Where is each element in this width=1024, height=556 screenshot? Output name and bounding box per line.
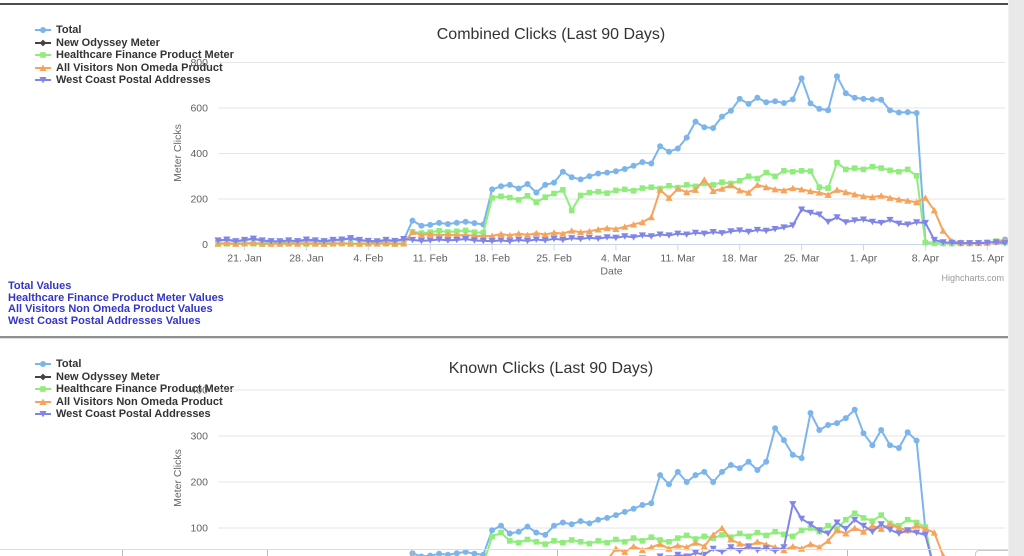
svg-text:300: 300 (190, 431, 208, 443)
svg-text:Meter Clicks: Meter Clicks (172, 124, 184, 182)
svg-text:Meter Clicks: Meter Clicks (172, 449, 184, 507)
value-links: Total Values Healthcare Finance Product … (8, 280, 224, 327)
svg-text:4. Mar: 4. Mar (601, 253, 631, 265)
legend-item-all-visitors-non-omeda-product[interactable]: All Visitors Non Omeda Product (35, 62, 234, 75)
svg-text:18. Mar: 18. Mar (722, 253, 758, 265)
diamond-marker-icon (35, 39, 51, 47)
circle-marker-icon (35, 27, 51, 34)
table-column-divider (412, 550, 413, 556)
svg-text:200: 200 (190, 194, 208, 206)
svg-text:18. Feb: 18. Feb (474, 253, 510, 265)
diamond-marker-icon (35, 373, 51, 381)
legend-label: Healthcare Finance Product Meter (56, 49, 234, 62)
svg-text:25. Mar: 25. Mar (784, 253, 820, 265)
table-column-divider (557, 550, 558, 556)
svg-text:11. Mar: 11. Mar (660, 253, 695, 265)
section-divider (0, 336, 1015, 338)
svg-text:21. Jan: 21. Jan (227, 253, 262, 265)
legend-item-healthcare-finance-product-meter[interactable]: Healthcare Finance Product Meter (35, 383, 234, 396)
triangle-marker-icon (35, 64, 51, 71)
svg-text:Date: Date (600, 266, 622, 278)
triangle-down-marker-icon (35, 77, 51, 84)
legend-item-west-coast-postal-addresses[interactable]: West Coast Postal Addresses (35, 408, 234, 421)
legend-item-healthcare-finance-product-meter[interactable]: Healthcare Finance Product Meter (35, 49, 234, 62)
legend-item-total[interactable]: Total (35, 24, 234, 37)
all-visitors-values-link[interactable]: All Visitors Non Omeda Product Values (8, 303, 213, 316)
total-values-link[interactable]: Total Values (8, 280, 72, 292)
circle-marker-icon (35, 361, 51, 368)
square-marker-icon (35, 386, 51, 393)
svg-text:25. Feb: 25. Feb (536, 253, 572, 265)
legend-label: West Coast Postal Addresses (56, 408, 211, 421)
combined-clicks-title: Combined Clicks (Last 90 Days) (436, 26, 666, 43)
svg-text:200: 200 (190, 477, 208, 489)
svg-text:1. Apr: 1. Apr (850, 253, 878, 265)
legend-item-total[interactable]: Total (35, 358, 234, 371)
top-border (0, 3, 1008, 5)
known-clicks-title: Known Clicks (Last 90 Days) (448, 360, 654, 377)
legend-label: Healthcare Finance Product Meter (56, 383, 234, 396)
legend-label: Total (56, 24, 82, 37)
legend-label: New Odyssey Meter (56, 370, 160, 383)
table-column-divider (702, 550, 703, 556)
triangle-down-marker-icon (35, 411, 51, 418)
table-column-divider (122, 550, 123, 556)
svg-text:8. Apr: 8. Apr (912, 253, 940, 265)
svg-text:0: 0 (202, 239, 208, 251)
vertical-scrollbar[interactable] (1008, 0, 1024, 556)
legend-label: West Coast Postal Addresses (56, 74, 211, 87)
healthcare-finance-values-link[interactable]: Healthcare Finance Product Meter Values (8, 291, 224, 304)
legend-label: All Visitors Non Omeda Product (56, 61, 223, 74)
west-coast-values-link[interactable]: West Coast Postal Addresses Values (8, 314, 201, 327)
known-clicks-legend: Total New Odyssey Meter Healthcare Finance… (35, 358, 234, 421)
svg-text:400: 400 (190, 148, 208, 160)
highcharts-credit: Highcharts.com (941, 273, 1004, 283)
combined-clicks-plot: 0 200 400 600 800 Meter Clicks 21. Jan 28. Jan 4… (172, 57, 1009, 278)
svg-text:600: 600 (190, 103, 208, 115)
legend-label: All Visitors Non Omeda Product (56, 395, 223, 408)
legend-item-new-odyssey-meter[interactable]: New Odyssey Meter (35, 371, 234, 384)
legend-item-west-coast-postal-addresses[interactable]: West Coast Postal Addresses (35, 74, 234, 87)
svg-text:800: 800 (190, 57, 208, 69)
table-top-border (0, 549, 1008, 550)
legend-label: New Odyssey Meter (56, 36, 160, 49)
legend-item-new-odyssey-meter[interactable]: New Odyssey Meter (35, 37, 234, 50)
svg-text:15. Apr: 15. Apr (971, 253, 1005, 265)
legend-item-all-visitors-non-omeda-product[interactable]: All Visitors Non Omeda Product (35, 396, 234, 409)
triangle-marker-icon (35, 398, 51, 405)
svg-text:100: 100 (190, 523, 208, 535)
table-column-divider (847, 550, 848, 556)
legend-label: Total (56, 358, 82, 371)
table-column-divider (267, 550, 268, 556)
svg-text:4. Feb: 4. Feb (353, 253, 383, 265)
svg-text:28. Jan: 28. Jan (289, 253, 324, 265)
known-clicks-plot: 100 200 300 400 Meter Clicks (172, 385, 1005, 556)
svg-text:11. Feb: 11. Feb (413, 253, 448, 265)
combined-clicks-legend: Total New Odyssey Meter Healthcare Finance… (35, 24, 234, 87)
square-marker-icon (35, 52, 51, 59)
svg-text:400: 400 (190, 385, 208, 397)
